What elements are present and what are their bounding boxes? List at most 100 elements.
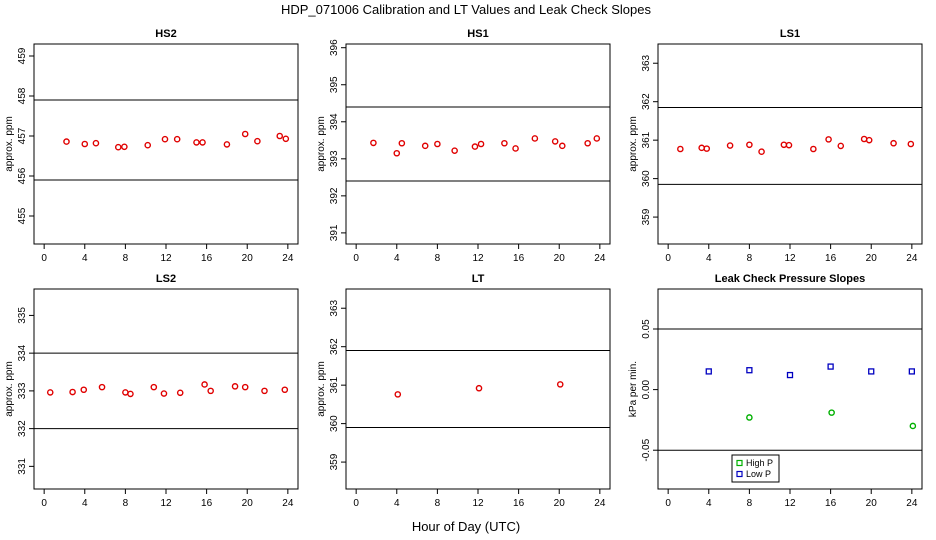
- x-tick-label: 0: [353, 498, 359, 509]
- data-point: [80, 386, 88, 394]
- data-point: [98, 383, 106, 391]
- y-tick-label: 363: [329, 299, 340, 316]
- data-point: [421, 142, 429, 150]
- data-point: [758, 148, 765, 155]
- chart-panel: HS2 0 4 8 12 16 20 24 455 456 457 458 459 approx. ppm: [4, 28, 299, 264]
- data-point: [475, 384, 483, 392]
- data-point: [785, 141, 793, 149]
- y-tick-label: 360: [329, 415, 340, 432]
- data-point: [63, 138, 70, 145]
- plot-frame: [345, 288, 611, 490]
- y-tick-label: 393: [329, 150, 340, 167]
- data-point: [69, 388, 76, 396]
- legend-label: Low P: [746, 469, 771, 479]
- x-tick-label: 12: [160, 498, 172, 509]
- y-axis-label: approx. ppm: [316, 116, 327, 172]
- x-tick-label: 16: [513, 498, 525, 509]
- x-tick-label: 4: [394, 498, 400, 509]
- y-tick-label: 332: [17, 420, 28, 437]
- data-point: [746, 414, 753, 421]
- data-point: [398, 139, 406, 147]
- y-tick-label: 333: [17, 382, 28, 399]
- legend-swatch: [736, 470, 743, 478]
- x-tick-label: 4: [82, 498, 88, 509]
- y-tick-label: 359: [641, 208, 652, 225]
- x-tick-label: 0: [41, 253, 47, 264]
- y-tick-label: 0.00: [641, 379, 652, 399]
- x-tick-label: 16: [201, 253, 213, 264]
- data-point: [828, 409, 835, 416]
- data-point: [551, 138, 559, 145]
- data-point: [281, 386, 289, 394]
- panel-title: LS2: [156, 273, 176, 285]
- data-point: [127, 390, 134, 398]
- y-tick-label: 456: [17, 167, 28, 184]
- x-tick-label: 0: [41, 498, 47, 509]
- data-point: [677, 145, 684, 153]
- data-point: [121, 143, 128, 151]
- x-tick-label: 4: [82, 253, 88, 264]
- x-tick-label: 24: [282, 253, 294, 264]
- y-axis-label: approx. ppm: [4, 361, 15, 417]
- data-point: [726, 142, 734, 149]
- panel-title: LS1: [780, 28, 800, 40]
- y-tick-label: 362: [641, 93, 652, 110]
- x-tick-label: 12: [784, 498, 796, 509]
- data-point: [746, 141, 753, 149]
- x-tick-label: 20: [554, 498, 566, 509]
- x-tick-label: 8: [123, 253, 129, 264]
- x-tick-label: 12: [472, 253, 484, 264]
- y-tick-label: 392: [329, 187, 340, 204]
- data-point: [207, 387, 214, 395]
- x-tick-label: 16: [825, 253, 837, 264]
- y-axis-label: approx. ppm: [628, 116, 639, 172]
- panel-title: LT: [472, 273, 485, 285]
- data-point: [434, 140, 441, 148]
- y-tick-label: 361: [329, 376, 340, 393]
- panels-group: HS2 0 4 8 12 16 20 24 455 456 457 458 459 approx. ppm…: [4, 28, 923, 509]
- x-tick-label: 8: [747, 498, 753, 509]
- data-point: [477, 140, 485, 148]
- x-tick-label: 20: [242, 498, 254, 509]
- x-tick-label: 24: [906, 498, 918, 509]
- x-tick-label: 12: [472, 498, 484, 509]
- data-point: [909, 422, 917, 430]
- data-point: [144, 141, 152, 149]
- data-point: [558, 142, 566, 150]
- x-tick-label: 20: [866, 498, 878, 509]
- panel-title: Leak Check Pressure Slopes: [715, 273, 865, 285]
- x-tick-label: 24: [282, 498, 294, 509]
- data-point: [150, 383, 158, 391]
- data-point: [860, 135, 868, 143]
- plot-frame: [657, 43, 923, 245]
- y-tick-label: 391: [329, 224, 340, 241]
- data-point: [176, 389, 184, 397]
- data-point: [173, 135, 181, 143]
- x-tick-label: 4: [394, 253, 400, 264]
- data-point: [92, 139, 100, 147]
- data-point: [584, 139, 591, 147]
- plot-frame: [657, 288, 923, 490]
- panel-title: HS1: [467, 28, 488, 40]
- data-point: [46, 389, 54, 396]
- data-point: [827, 363, 834, 370]
- data-point: [705, 368, 712, 375]
- common-x-axis-label: Hour of Day (UTC): [412, 519, 520, 534]
- x-tick-label: 16: [825, 498, 837, 509]
- data-point: [810, 145, 817, 153]
- chart-panel: LS2 0 4 8 12 16 20 24 331 332 333 334 335 approx. ppm: [4, 273, 299, 509]
- x-tick-label: 20: [554, 253, 566, 264]
- data-point: [531, 135, 539, 142]
- data-point: [114, 143, 122, 151]
- data-point: [201, 381, 208, 388]
- data-point: [223, 141, 231, 148]
- data-point: [193, 139, 200, 146]
- y-tick-label: 395: [329, 76, 340, 93]
- y-tick-label: 331: [17, 458, 28, 475]
- x-tick-label: 8: [123, 498, 129, 509]
- data-point: [393, 149, 401, 157]
- data-point: [231, 383, 239, 390]
- data-point: [890, 139, 897, 147]
